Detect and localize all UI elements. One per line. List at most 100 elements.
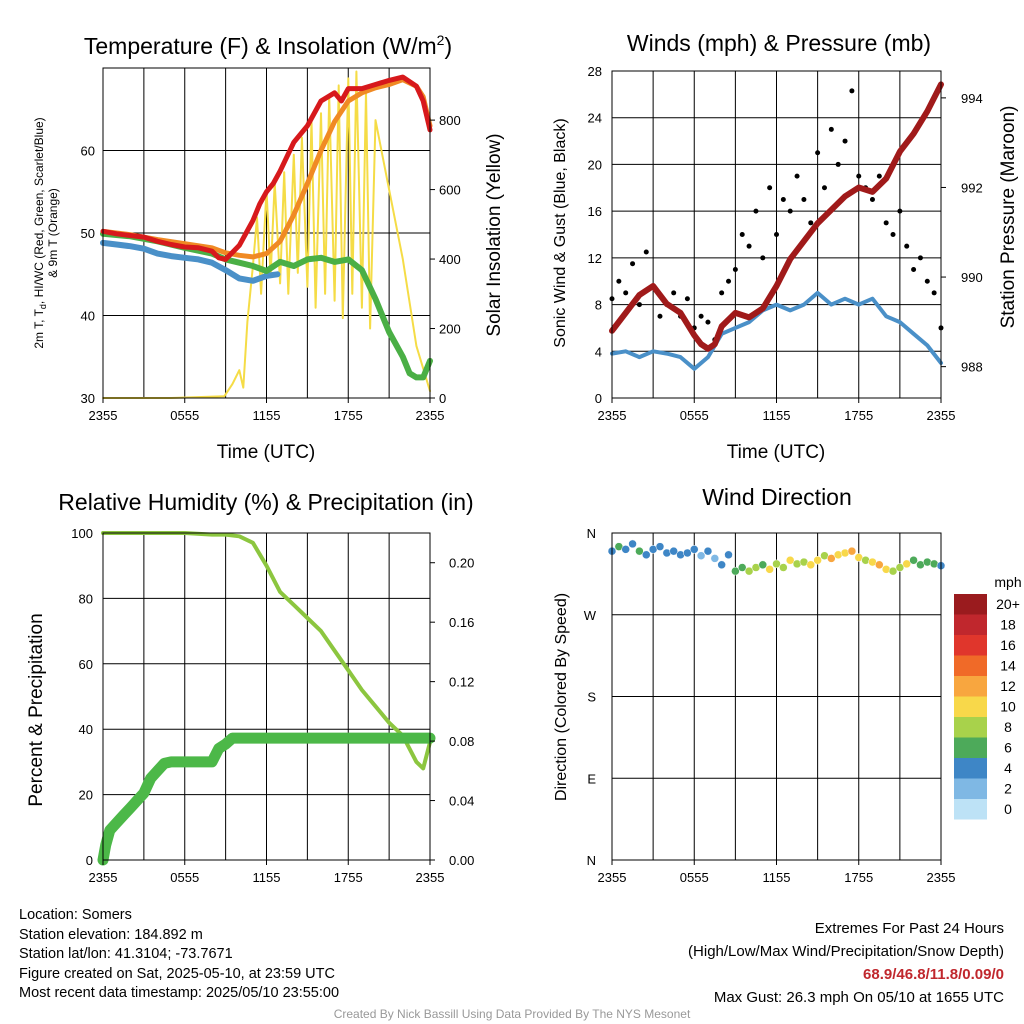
gust-point xyxy=(671,290,677,296)
temp-tick-labels: 2355 0555 1155 1755 235530405060020040060080… xyxy=(81,113,461,423)
temp-x-axis-label: Time (UTC) xyxy=(217,442,316,463)
colorbar-swatch xyxy=(954,778,987,799)
gust-point xyxy=(636,302,642,308)
direction-point xyxy=(635,546,644,556)
y-tick-label: 40 xyxy=(81,309,95,324)
gust-point xyxy=(739,232,745,237)
y-tick-label: 12 xyxy=(588,251,602,266)
y2-tick-label: 0.20 xyxy=(449,556,474,571)
direction-point xyxy=(724,550,733,560)
colorbar-swatch xyxy=(954,758,987,779)
gust-point xyxy=(767,185,773,191)
gust-point xyxy=(794,173,800,179)
colorbar-swatch xyxy=(954,614,987,635)
y2-tick-label: 0.08 xyxy=(449,734,474,749)
direction-point xyxy=(703,546,713,556)
rh-y-axis-label: Percent & Precipitation xyxy=(26,613,47,806)
x-tick-label: 2355 xyxy=(416,870,445,885)
colorbar-swatch xyxy=(954,594,987,615)
gust-point xyxy=(753,208,759,214)
y2-tick-label: 0.00 xyxy=(449,853,474,868)
gust-point xyxy=(856,173,862,179)
y2-tick-label: 800 xyxy=(439,113,461,128)
direction-point xyxy=(642,550,651,560)
solar-y-axis-label: Solar Insolation (Yellow) xyxy=(484,133,505,336)
direction-point xyxy=(758,560,768,570)
gust-point xyxy=(657,313,663,319)
direction-point xyxy=(621,545,630,554)
extremes-title: Extremes For Past 24 Hours xyxy=(814,920,1004,937)
max-gust-text: Max Gust: 26.3 mph On 05/10 at 1655 UTC xyxy=(713,989,1004,1006)
colorbar-label: 18 xyxy=(1000,617,1016,633)
gust-point xyxy=(911,267,917,273)
gust-point xyxy=(774,232,779,237)
y-tick-label: 50 xyxy=(81,226,95,241)
y-tick-label: 0 xyxy=(595,391,602,406)
colorbar-label: 6 xyxy=(1004,740,1012,756)
y-tick-label: 20 xyxy=(79,788,93,803)
gust-point xyxy=(705,319,711,325)
pressure-y-axis-label: Station Pressure (Maroon) xyxy=(998,106,1019,329)
temp-y-axis-label-line2: & 9m T (Orange) xyxy=(46,188,60,278)
y2-tick-label: 0.16 xyxy=(449,615,474,630)
direction-point xyxy=(895,563,905,572)
y-tick-label: 4 xyxy=(595,344,602,359)
direction-point xyxy=(827,554,836,563)
gust-point xyxy=(719,290,725,296)
rh-gridlines xyxy=(103,533,430,860)
x-tick-label: 2355 xyxy=(89,870,118,885)
x-tick-label: 1155 xyxy=(763,408,791,423)
y-tick-label: N xyxy=(587,526,596,541)
gust-point xyxy=(698,313,704,319)
credit-text: Created By Nick Bassill Using Data Provi… xyxy=(333,1007,691,1021)
colorbar-label: 2 xyxy=(1004,781,1012,797)
wind-pressure-panel: Winds (mph) & Pressure (mb) 2355 0555 1155… xyxy=(552,30,1019,463)
wind-direction-panel: Wind Direction 2355 0555 1155 1755 2355NESWN… xyxy=(553,484,1022,885)
gust-point xyxy=(616,278,622,284)
x-tick-label: 1755 xyxy=(844,408,873,423)
x-tick-label: 2355 xyxy=(89,408,118,423)
colorbar-label: 14 xyxy=(1000,658,1016,674)
y2-tick-label: 0.04 xyxy=(449,794,474,809)
gust-point xyxy=(897,208,903,214)
y2-tick-label: 0 xyxy=(439,391,446,406)
x-tick-label: 2355 xyxy=(416,408,445,423)
rh-title: Relative Humidity (%) & Precipitation (i… xyxy=(58,489,473,515)
colorbar-swatch xyxy=(954,635,987,656)
y2-tick-label: 600 xyxy=(439,183,461,198)
colorbar-label: 20+ xyxy=(996,596,1020,612)
colorbar-label: 16 xyxy=(1000,637,1016,653)
colorbar-swatch xyxy=(954,655,987,676)
colorbar-swatch xyxy=(954,696,987,717)
y-tick-label: 0 xyxy=(86,853,93,868)
gust-point xyxy=(808,220,814,226)
scarlet_blue-line xyxy=(100,239,281,284)
dewpoint-line xyxy=(100,230,433,381)
x-tick-label: 1755 xyxy=(334,408,363,423)
direction-point xyxy=(772,559,781,569)
gust-point xyxy=(842,138,848,144)
x-tick-label: 0555 xyxy=(170,870,199,885)
direction-point xyxy=(683,548,692,558)
extremes-info: Extremes For Past 24 Hours (High/Low/Max… xyxy=(688,917,1004,1009)
colorbar-swatch xyxy=(954,799,987,820)
y-tick-label: 16 xyxy=(588,204,602,219)
x-tick-label: 2355 xyxy=(927,870,956,885)
gust-point xyxy=(883,220,889,226)
dir-gridlines xyxy=(612,533,941,860)
x-tick-label: 2355 xyxy=(598,408,627,423)
gust-point xyxy=(924,278,930,284)
direction-point xyxy=(669,546,678,556)
colorbar-label: 4 xyxy=(1004,760,1012,776)
rh-series xyxy=(97,531,436,866)
solar-line xyxy=(102,70,431,399)
x-tick-label: 2355 xyxy=(927,408,956,423)
gust-point xyxy=(828,126,834,132)
y-tick-label: 40 xyxy=(79,722,93,737)
extremes-values: 68.9/46.8/11.8/0.09/0 xyxy=(863,966,1004,983)
station-info: Location: Somers Station elevation: 184.… xyxy=(19,906,339,1004)
wind-series xyxy=(609,81,944,371)
y-tick-label: W xyxy=(584,608,597,623)
temp-gridlines xyxy=(103,68,430,399)
humidity-precip-panel: Relative Humidity (%) & Precipitation (i… xyxy=(26,489,474,885)
